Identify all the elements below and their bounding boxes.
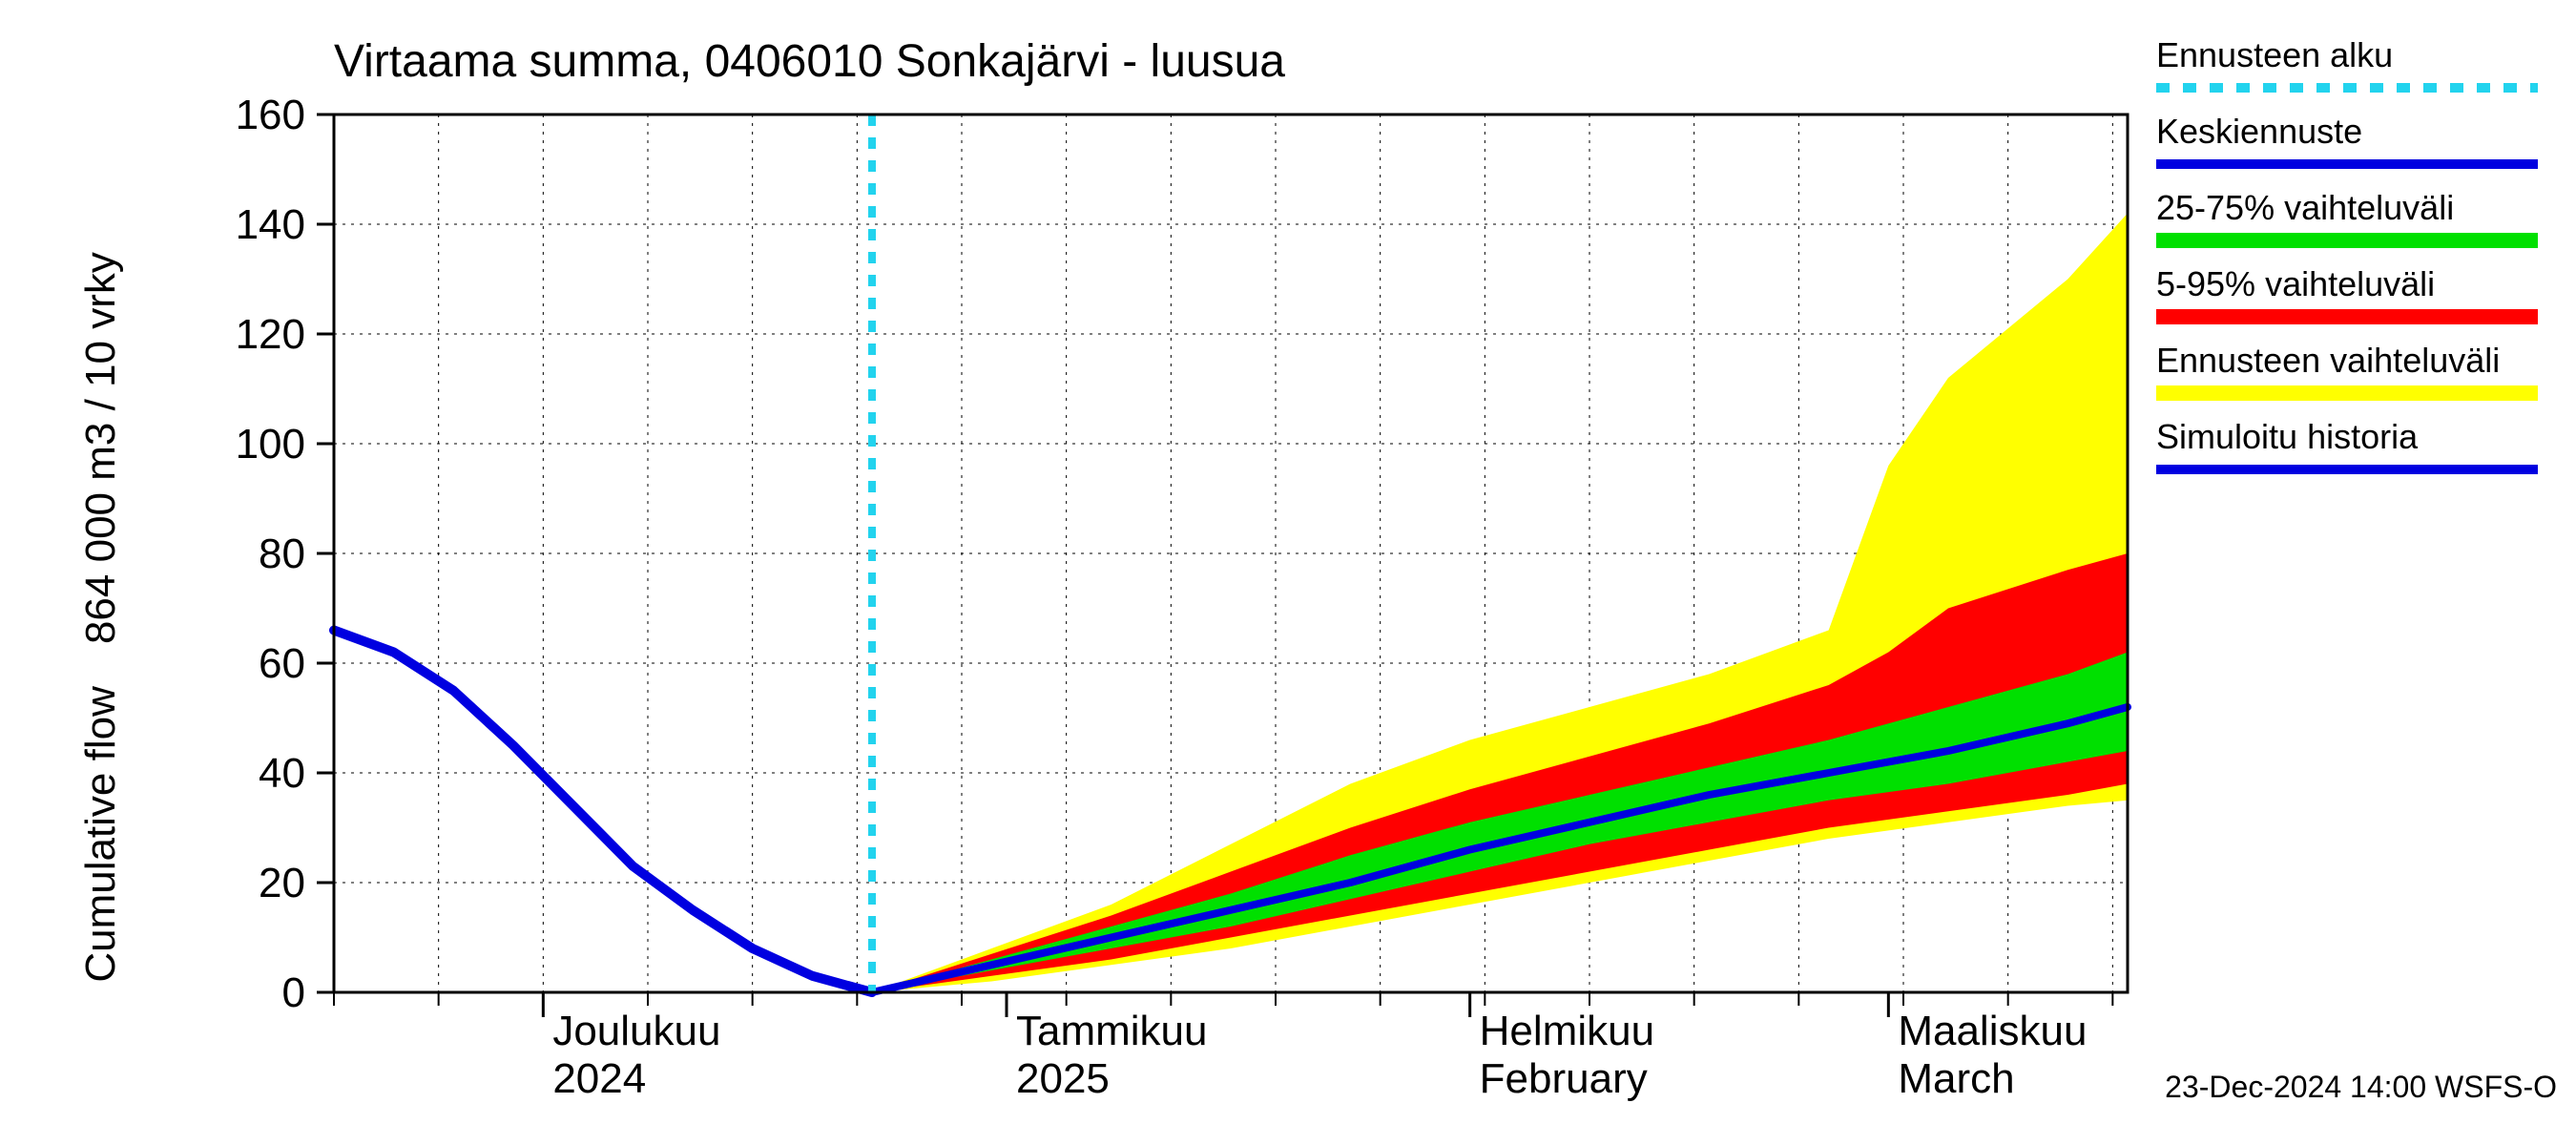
xtick-label-top: Maaliskuu [1898,1008,2087,1054]
ytick-label: 120 [236,311,305,358]
flow-forecast-chart: 0 20 40 60 80 100 120 140 160 Joulukuu2024 Tammiku… [0,0,2576,1145]
xtick-label-top: Helmikuu [1480,1008,1654,1054]
legend-swatch-full [2156,385,2538,401]
ytick-label: 160 [236,92,305,138]
legend-label-p25_75: 25-75% vaihteluväli [2156,188,2454,227]
history-line [334,631,872,993]
ytick-label: 100 [236,421,305,468]
xtick-label-top: Joulukuu [552,1008,720,1054]
ytick-label: 140 [236,201,305,248]
legend-swatch-p5_95 [2156,309,2538,324]
ytick-label: 20 [259,860,305,906]
legend-label-median: Keskiennuste [2156,112,2362,151]
legend-swatch-p25_75 [2156,233,2538,248]
xtick-label-bottom: March [1898,1055,2014,1102]
xtick-label-bottom: February [1480,1055,1648,1102]
chart-title: Virtaama summa, 0406010 Sonkajärvi - luu… [334,36,1285,87]
ytick-label: 40 [259,750,305,797]
legend-label-full: Ennusteen vaihteluväli [2156,341,2500,380]
ytick-label: 0 [282,969,305,1016]
legend-label-history: Simuloitu historia [2156,417,2419,456]
y-axis-label-name: Cumulative flow [77,686,124,983]
y-axis-label-units: 864 000 m3 / 10 vrky [77,252,124,644]
xtick-label-bottom: 2024 [552,1055,646,1102]
ytick-label: 60 [259,640,305,687]
xtick-label-bottom: 2025 [1016,1055,1110,1102]
forecast-bands [872,214,2128,993]
legend-label-p5_95: 5-95% vaihteluväli [2156,264,2435,303]
legend: Ennusteen alku Keskiennuste 25-75% vaihtel… [2156,35,2538,469]
chart-footer: 23-Dec-2024 14:00 WSFS-O [2165,1070,2557,1104]
ytick-label: 80 [259,531,305,577]
xtick-label-top: Tammikuu [1016,1008,1208,1054]
legend-label-forecast_start: Ennusteen alku [2156,35,2393,74]
